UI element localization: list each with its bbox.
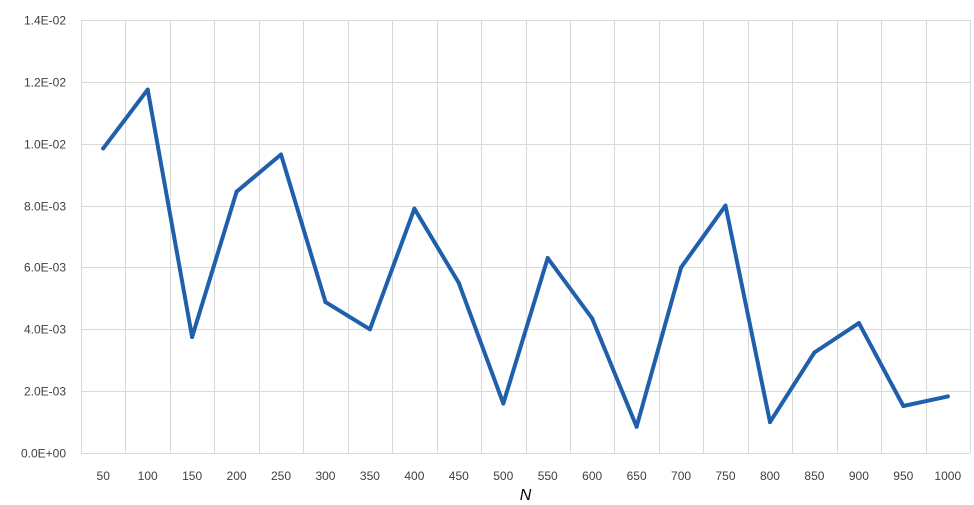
series-layer: [101, 87, 950, 429]
y-tick-label: 2.0E-03: [24, 385, 66, 399]
x-tick-label: 650: [627, 469, 647, 483]
x-tick-label: 500: [493, 469, 513, 483]
x-tick-label: 150: [182, 469, 202, 483]
x-tick-label: 200: [227, 469, 247, 483]
y-tick-label: 1.2E-02: [24, 76, 66, 90]
x-tick-label: 850: [804, 469, 824, 483]
y-axis-ticks: 0.0E+00 2.0E-03 4.0E-03 6.0E-03 8.0E-03 1.0E-…: [21, 14, 66, 461]
data-point: [545, 256, 550, 261]
x-axis-title: N: [520, 487, 532, 504]
y-tick-label: 1.0E-02: [24, 138, 66, 152]
data-point: [501, 401, 506, 406]
data-point: [945, 394, 950, 399]
x-tick-label: 450: [449, 469, 469, 483]
data-point: [901, 403, 906, 408]
data-point: [812, 350, 817, 355]
data-point: [279, 152, 284, 157]
data-point: [190, 335, 195, 340]
x-tick-label: 50: [97, 469, 111, 483]
data-point: [234, 189, 239, 194]
series-line: [101, 87, 950, 429]
x-tick-label: 800: [760, 469, 780, 483]
x-tick-label: 700: [671, 469, 691, 483]
data-point: [367, 327, 372, 332]
data-point: [767, 420, 772, 425]
x-tick-label: 750: [716, 469, 736, 483]
x-tick-label: 1000: [934, 469, 961, 483]
x-tick-label: 300: [315, 469, 335, 483]
data-point: [590, 316, 595, 321]
x-tick-label: 400: [404, 469, 424, 483]
data-point: [679, 265, 684, 270]
x-tick-label: 600: [582, 469, 602, 483]
x-axis-ticks: 50 100 150 200 250 300 350 400 450 500 550 600 650 70…: [97, 469, 962, 483]
data-point: [856, 321, 861, 326]
x-tick-label: 100: [138, 469, 158, 483]
x-tick-label: 550: [538, 469, 558, 483]
data-point: [456, 280, 461, 285]
x-tick-label: 250: [271, 469, 291, 483]
data-point: [323, 300, 328, 305]
grid-lines: [81, 20, 971, 454]
data-point: [145, 87, 150, 92]
data-point: [412, 206, 417, 211]
y-tick-label: 0.0E+00: [21, 447, 66, 461]
y-tick-label: 1.4E-02: [24, 14, 66, 28]
x-tick-label: 950: [893, 469, 913, 483]
y-tick-label: 8.0E-03: [24, 200, 66, 214]
x-tick-label: 350: [360, 469, 380, 483]
data-point: [101, 146, 106, 151]
data-point: [634, 424, 639, 429]
y-tick-label: 4.0E-03: [24, 323, 66, 337]
x-tick-label: 900: [849, 469, 869, 483]
y-tick-label: 6.0E-03: [24, 261, 66, 275]
data-point: [723, 203, 728, 208]
